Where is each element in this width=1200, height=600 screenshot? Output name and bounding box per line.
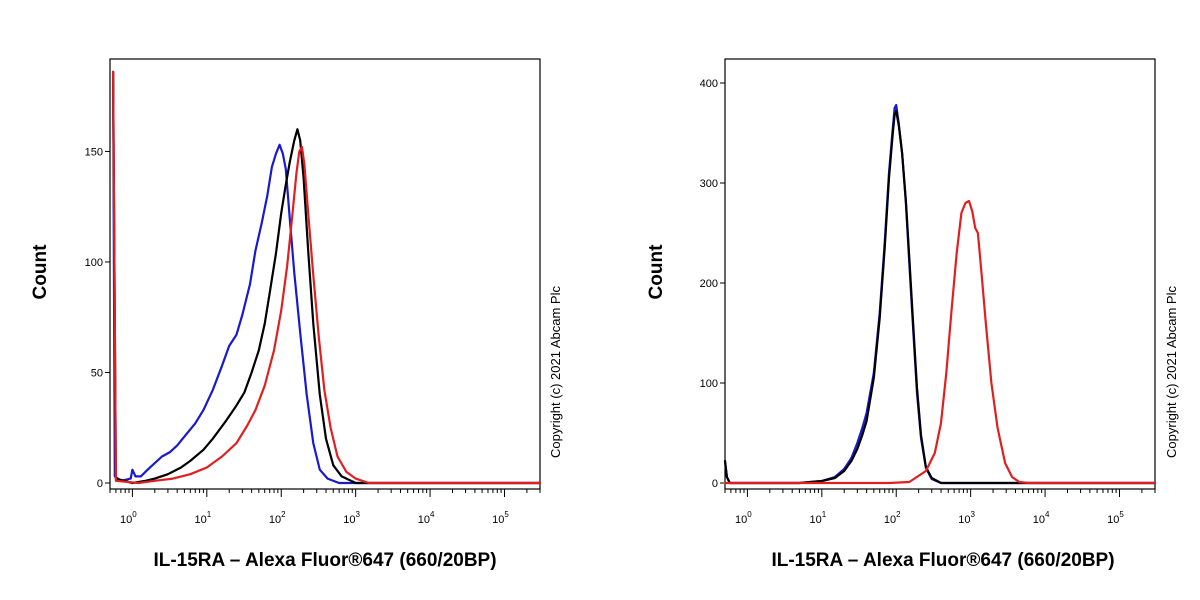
y-tick-label: 150 [85, 146, 103, 158]
y-axis-title-1: Count [30, 244, 51, 300]
y-axis-title-2: Count [646, 244, 667, 300]
x-tick-label: 105 [1107, 510, 1124, 526]
x-tick-label: 101 [809, 510, 826, 526]
series-red-line [723, 199, 1157, 485]
copyright-2: Copyright (c) 2021 Abcam Plc [1164, 286, 1179, 458]
x-tick-label: 100 [735, 510, 752, 526]
x-tick-label: 103 [343, 510, 360, 526]
plot-frame-2 [724, 58, 1156, 490]
plot-frame-1 [109, 58, 541, 490]
series-blue-line [112, 70, 542, 485]
x-tick-label: 100 [120, 510, 137, 526]
x-tick-label: 103 [958, 510, 975, 526]
series-black-line [723, 109, 1157, 485]
series-group-2 [723, 103, 1157, 485]
chart-panel-2: 0 100 200 300 400 100 101 102 103 104 105 Count IL… [646, 58, 1179, 571]
chart-panel-1: 0 50 100 150 100 101 102 103 104 105 Count IL-15R… [30, 58, 563, 571]
y-tick-label: 100 [85, 257, 103, 269]
y-tick-label: 0 [712, 478, 718, 490]
x-tick-label: 105 [492, 510, 509, 526]
x-tick-label: 102 [269, 510, 286, 526]
y-tick-label: 300 [700, 178, 718, 190]
copyright-1: Copyright (c) 2021 Abcam Plc [548, 286, 563, 458]
x-axis-title-2: IL-15RA – Alexa Fluor®647 (660/20BP) [771, 550, 1114, 571]
y-tick-label: 200 [700, 278, 718, 290]
series-black-line [112, 70, 542, 485]
y-tick-label: 400 [700, 78, 718, 90]
y-tick-label: 50 [91, 367, 103, 379]
x-tick-label: 102 [884, 510, 901, 526]
series-group-1 [112, 70, 542, 485]
axes-2: 0 100 200 300 400 100 101 102 103 104 105 [700, 78, 1156, 526]
y-tick-label: 100 [700, 378, 718, 390]
y-tick-label: 0 [97, 478, 103, 490]
x-tick-label: 104 [418, 510, 435, 526]
x-axis-title-1: IL-15RA – Alexa Fluor®647 (660/20BP) [153, 550, 496, 571]
x-tick-label: 101 [194, 510, 211, 526]
x-tick-label: 104 [1033, 510, 1050, 526]
axes-1: 0 50 100 150 100 101 102 103 104 105 [85, 146, 541, 526]
series-red-line [112, 70, 542, 485]
